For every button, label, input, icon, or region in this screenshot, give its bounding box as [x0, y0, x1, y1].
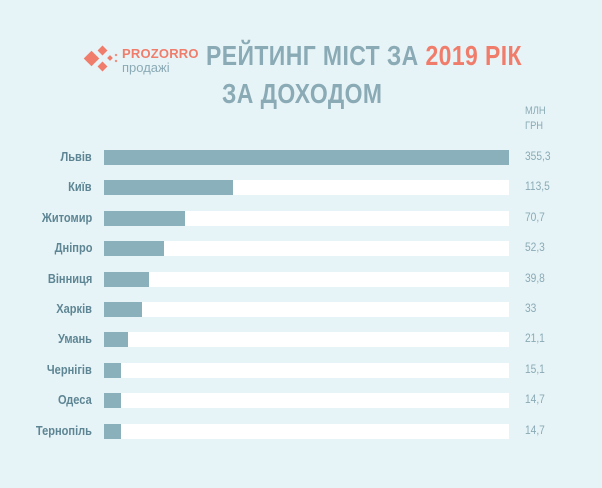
value-label: 14,7 — [525, 392, 545, 407]
bar-fill — [104, 362, 122, 378]
bar-row: Львів 355,3 — [0, 149, 602, 165]
city-label: Умань — [58, 331, 92, 347]
bar-fill — [104, 302, 142, 317]
bar-row: Тернопіль 14,7 — [0, 422, 602, 439]
value-label: 33 — [525, 301, 537, 315]
bar-row: Чернігів 15,1 — [0, 361, 602, 378]
city-label: Дніпро — [54, 240, 92, 256]
value-label: 21,1 — [525, 331, 545, 346]
unit-line-1: МЛН — [525, 105, 546, 117]
bar-track — [104, 180, 509, 196]
bar-fill — [104, 180, 234, 196]
bar-fill — [104, 271, 150, 287]
bar-track — [104, 302, 509, 317]
value-label: 70,7 — [525, 209, 545, 224]
diamond-cluster-icon — [82, 44, 124, 78]
bar-fill — [104, 423, 121, 439]
bar-track — [104, 393, 509, 409]
bar-row: Житомир 70,7 — [0, 209, 602, 226]
city-label: Чернігів — [47, 361, 92, 377]
bar-fill — [104, 150, 509, 165]
value-label: 39,8 — [525, 270, 545, 285]
title-year: 2019 РІК — [425, 40, 522, 71]
bar-row: Одеса 14,7 — [0, 392, 602, 409]
value-label: 355,3 — [525, 149, 551, 163]
value-label: 52,3 — [525, 240, 545, 255]
value-label: 14,7 — [525, 422, 545, 437]
chart-title: РЕЙТИНГ МІСТ ЗА 2019 РІК — [206, 40, 522, 72]
bar-track — [104, 210, 509, 226]
unit-line-2: ГРН — [525, 120, 544, 132]
city-label: Житомир — [41, 209, 92, 225]
bar-row: Дніпро 52,3 — [0, 240, 602, 257]
bar-track — [104, 332, 509, 348]
bar-row: Київ 113,5 — [0, 179, 602, 196]
bar-row: Харків 33 — [0, 301, 602, 317]
prozorro-logo: PROZORRO продажі — [82, 44, 202, 78]
bar-fill — [104, 241, 164, 257]
city-label: Харків — [56, 301, 92, 316]
chart-subtitle: ЗА ДОХОДОМ — [222, 78, 383, 109]
city-label: Київ — [68, 179, 92, 195]
bar-track — [104, 271, 509, 287]
city-label: Тернопіль — [35, 422, 92, 438]
city-label: Вінниця — [47, 270, 92, 286]
bar-row: Вінниця 39,8 — [0, 270, 602, 287]
value-label: 15,1 — [525, 361, 545, 376]
bar-track — [104, 150, 509, 165]
city-label: Львів — [60, 149, 92, 164]
value-label: 113,5 — [525, 179, 550, 194]
title-main: РЕЙТИНГ МІСТ ЗА — [206, 40, 419, 71]
bar-fill — [104, 210, 185, 226]
logo-brand: PROZORRO — [122, 46, 199, 61]
city-label: Одеса — [58, 392, 92, 408]
logo-subtitle: продажі — [122, 60, 170, 75]
unit-label: МЛН ГРН — [525, 104, 546, 134]
bar-track — [104, 362, 509, 378]
bar-track — [104, 423, 509, 439]
bar-track — [104, 241, 509, 257]
bar-row: Умань 21,1 — [0, 331, 602, 348]
bar-fill — [104, 332, 129, 348]
bar-fill — [104, 393, 121, 409]
